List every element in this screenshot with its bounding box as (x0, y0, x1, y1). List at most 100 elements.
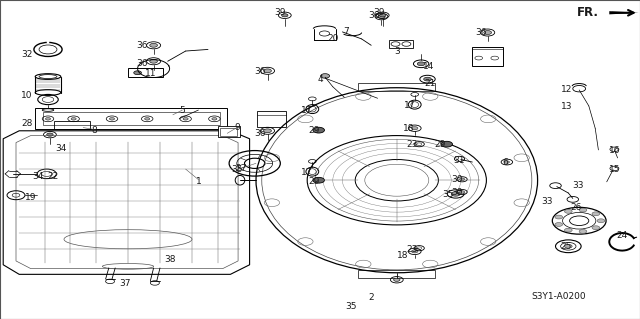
Text: 33: 33 (541, 197, 553, 206)
Circle shape (579, 229, 587, 233)
Circle shape (451, 192, 460, 196)
Polygon shape (609, 11, 639, 14)
Bar (35, 108, 227, 129)
Circle shape (71, 118, 76, 120)
Circle shape (212, 118, 217, 120)
Text: 9: 9 (234, 123, 239, 132)
Text: 18: 18 (403, 124, 414, 133)
Circle shape (313, 177, 324, 183)
Text: 23: 23 (406, 140, 418, 149)
Circle shape (264, 69, 271, 73)
Circle shape (597, 219, 605, 223)
Circle shape (564, 210, 572, 213)
Text: 38: 38 (164, 256, 175, 264)
Text: 16: 16 (609, 146, 620, 155)
Bar (54, 121, 90, 129)
Text: 8: 8 (92, 126, 97, 135)
Text: 35: 35 (231, 165, 243, 174)
Bar (218, 126, 240, 137)
Text: 36: 36 (136, 41, 148, 50)
Text: 23: 23 (406, 245, 418, 254)
Circle shape (134, 71, 141, 75)
Text: 12: 12 (561, 85, 572, 94)
Circle shape (394, 278, 400, 281)
Text: 36: 36 (368, 11, 380, 20)
Text: 14: 14 (423, 63, 435, 71)
Bar (358, 270, 435, 278)
Circle shape (321, 74, 330, 78)
Circle shape (183, 118, 188, 120)
Circle shape (564, 244, 572, 248)
Text: 24: 24 (616, 231, 628, 240)
Text: 37: 37 (119, 279, 131, 288)
Circle shape (47, 133, 53, 136)
Text: 29: 29 (435, 140, 446, 149)
Text: 30: 30 (451, 175, 463, 184)
Text: FR.: FR. (577, 6, 598, 19)
Bar (389, 40, 413, 48)
Text: 35: 35 (345, 302, 356, 311)
Circle shape (504, 161, 509, 163)
Text: 36: 36 (254, 67, 266, 76)
Circle shape (579, 208, 587, 212)
Text: 39: 39 (275, 8, 286, 17)
Circle shape (555, 215, 563, 219)
Text: 39: 39 (373, 8, 385, 17)
Text: 34: 34 (33, 172, 44, 181)
Circle shape (484, 31, 492, 34)
Text: 11: 11 (145, 69, 156, 78)
Circle shape (412, 127, 418, 130)
Circle shape (417, 62, 425, 66)
Circle shape (264, 129, 271, 133)
Circle shape (564, 228, 572, 232)
Circle shape (150, 43, 157, 47)
Text: 10: 10 (21, 91, 33, 100)
Text: 13: 13 (561, 102, 572, 111)
Text: 33: 33 (572, 181, 584, 190)
Circle shape (282, 14, 288, 17)
Circle shape (555, 223, 563, 226)
Text: 21: 21 (424, 79, 436, 88)
Text: 2: 2 (369, 293, 374, 302)
Bar (472, 47, 503, 66)
Text: 1: 1 (196, 177, 201, 186)
Text: 5: 5 (180, 106, 185, 115)
Circle shape (145, 118, 150, 120)
Circle shape (441, 141, 452, 147)
Text: 6: 6 (503, 158, 508, 167)
Text: 15: 15 (609, 165, 620, 174)
Circle shape (460, 191, 465, 193)
Text: 36: 36 (136, 59, 148, 68)
Text: 34: 34 (56, 144, 67, 153)
Text: S3Y1-A0200: S3Y1-A0200 (531, 292, 586, 300)
Text: 17: 17 (301, 168, 313, 177)
Circle shape (380, 14, 386, 17)
Circle shape (45, 118, 51, 120)
Text: 30: 30 (451, 188, 463, 197)
Text: 26: 26 (570, 204, 582, 212)
Circle shape (313, 127, 324, 133)
Text: 18: 18 (397, 251, 409, 260)
Text: 20: 20 (327, 34, 339, 43)
Circle shape (412, 250, 418, 253)
Bar (257, 111, 286, 127)
Circle shape (460, 178, 465, 181)
Text: 7: 7 (343, 27, 348, 36)
Text: 17: 17 (404, 101, 415, 110)
Text: 36: 36 (476, 28, 487, 37)
Text: 17: 17 (301, 106, 313, 115)
Text: 35: 35 (442, 190, 454, 199)
Text: 31: 31 (454, 156, 465, 165)
Text: 19: 19 (25, 193, 36, 202)
Text: 28: 28 (21, 119, 33, 128)
Text: 4: 4 (317, 75, 323, 84)
Bar (358, 83, 435, 91)
Circle shape (378, 15, 385, 19)
Text: 3: 3 (394, 47, 399, 56)
Circle shape (150, 59, 157, 63)
Text: 32: 32 (21, 50, 33, 59)
Bar (128, 68, 163, 77)
Circle shape (424, 77, 431, 81)
Circle shape (109, 118, 115, 120)
Text: 36: 36 (254, 129, 266, 138)
